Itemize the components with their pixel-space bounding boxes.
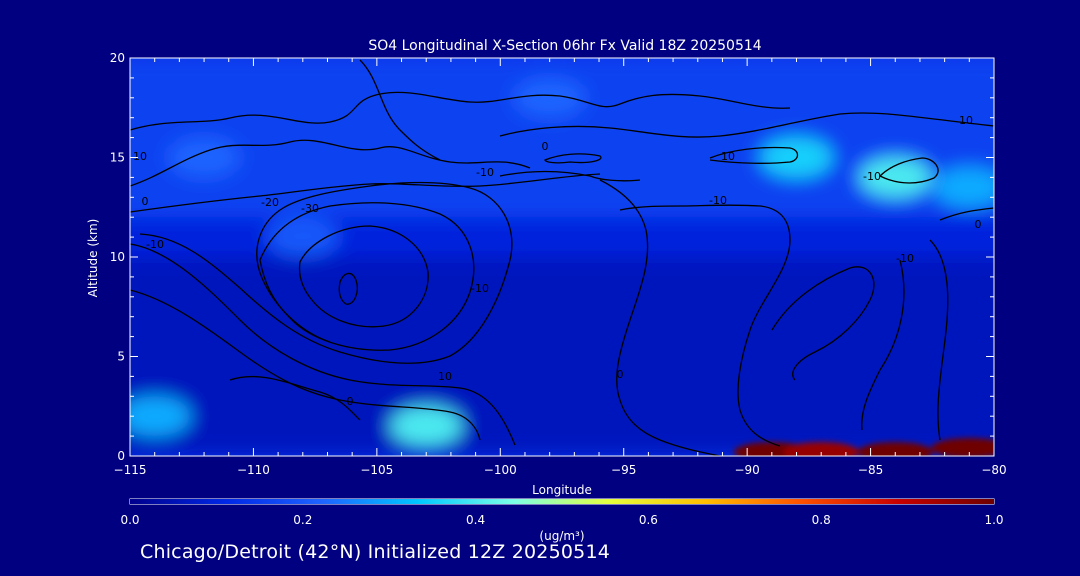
x-tick-label: −100 [484,463,517,477]
field-feature [390,406,463,447]
contour-label: -10 [146,238,164,251]
contour-label: 10 [959,114,973,127]
plot-area: 10 0 -10 -20 -30 10 -10 0 -10 0 10 -10 -10 10 0 -10 0 [130,58,994,456]
field-feature [168,137,241,178]
field-feature [931,438,994,456]
x-tick-label: −85 [858,463,883,477]
contour-line [599,179,721,456]
contour-line [229,375,361,421]
field-band [130,257,994,456]
contour-line [130,243,516,446]
x-tick-label: −110 [237,463,270,477]
field-feature [266,217,339,258]
y-axis: 0 5 10 15 20 [110,51,994,463]
contour-line [544,153,602,164]
contour-label: 0 [542,140,549,153]
x-tick-label: −105 [360,463,393,477]
field-feature [513,77,586,118]
contour-line [130,289,481,441]
field-feature [933,167,994,208]
contour-lines [130,59,994,456]
colorbar-tick-label: 0.0 [120,513,139,527]
x-axis: −115 −110 −105 −100 −95 −90 −85 −80 [114,58,1007,477]
chart-title: SO4 Longitudinal X-Section 06hr Fx Valid… [368,38,761,54]
contour-line [771,266,875,381]
contour-line [259,202,475,351]
contour-line [929,239,949,441]
contour-label: -30 [301,202,319,215]
surface-plume [733,438,994,456]
field-band [130,217,994,257]
contour-label: 0 [617,368,624,381]
contour-line [861,259,905,431]
colorbar-label: (ug/m³) [539,529,584,543]
y-tick-label: 0 [117,449,125,463]
contour-label: -10 [896,252,914,265]
x-tick-label: −80 [981,463,1006,477]
contour-line [939,207,994,221]
field-feature [130,396,191,437]
contour-line [878,157,939,184]
x-tick-label: −90 [734,463,759,477]
contour-label: 0 [142,195,149,208]
colorbar-tick-label: 0.6 [639,513,658,527]
field-feature [783,442,860,456]
contour-labels: 10 0 -10 -20 -30 10 -10 0 -10 0 10 -10 -10 10 0 -10 0 [133,114,982,408]
contour-line [359,59,441,161]
concentration-field [130,58,994,456]
contour-label: 0 [347,395,354,408]
contour-line [130,91,791,131]
colorbar-ticks: 0.0 0.2 0.4 0.6 0.8 1.0 [120,513,1003,527]
contour-line [139,181,513,364]
contour-label: -20 [261,196,279,209]
y-tick-label: 10 [110,250,125,264]
contour-line [499,170,641,182]
colorbar [130,499,994,504]
contour-line [499,112,994,138]
contour-label: 10 [133,150,147,163]
y-tick-label: 15 [110,151,125,165]
x-tick-label: −95 [611,463,636,477]
x-axis-label: Longitude [532,483,592,497]
contour-label: -10 [471,282,489,295]
contour-label: 10 [721,150,735,163]
colorbar-tick-label: 0.2 [293,513,312,527]
contour-line [619,204,791,447]
contour-label: -10 [863,170,881,183]
colorbar-tick-label: 0.8 [812,513,831,527]
colorbar-tick-label: 0.4 [466,513,485,527]
contour-line [298,225,429,328]
contour-label: 0 [975,218,982,231]
contour-line [338,272,358,305]
y-tick-label: 5 [117,350,125,364]
footer-caption: Chicago/Detroit (42°N) Initialized 12Z 2… [140,541,611,563]
contour-label: 10 [438,370,452,383]
y-axis-label: Altitude (km) [86,219,100,298]
contour-label: -10 [709,194,727,207]
contour-label: -10 [476,166,494,179]
contour-line [130,173,601,213]
contour-line [709,146,799,164]
contour-line [130,139,531,187]
colorbar-tick-label: 1.0 [984,513,1003,527]
x-tick-label: −115 [114,463,147,477]
field-feature [857,442,934,456]
y-tick-label: 20 [110,51,125,65]
field-feature [859,157,932,198]
